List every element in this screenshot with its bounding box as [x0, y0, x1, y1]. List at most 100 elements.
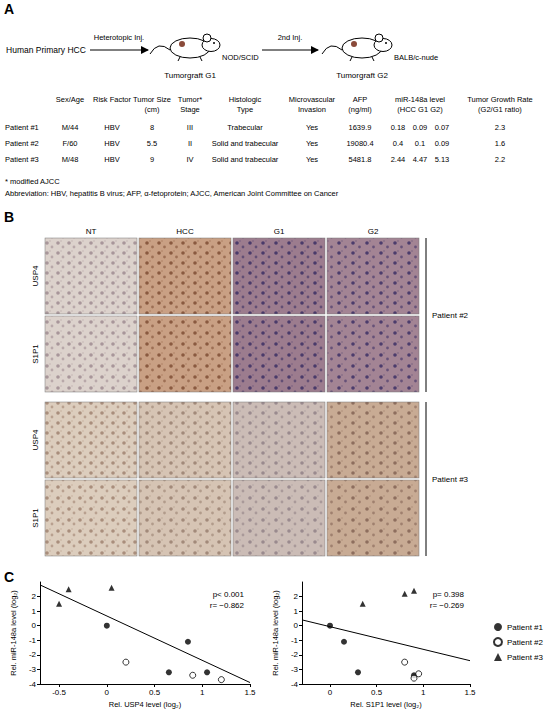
svg-text:C: C: [4, 569, 14, 585]
svg-text:-4: -4: [291, 680, 299, 689]
svg-text:IV: IV: [186, 155, 193, 164]
svg-text:HBV: HBV: [104, 123, 119, 132]
svg-text:8: 8: [150, 123, 154, 132]
svg-text:-1: -1: [29, 636, 37, 645]
svg-text:M/48: M/48: [62, 155, 79, 164]
svg-text:5.5: 5.5: [147, 139, 157, 148]
svg-text:Tumorgraft G1: Tumorgraft G1: [164, 71, 216, 80]
svg-text:Trabecular: Trabecular: [227, 123, 263, 132]
svg-text:Patient #2: Patient #2: [507, 638, 544, 647]
svg-text:Tumor Growth Rate: Tumor Growth Rate: [467, 95, 533, 104]
svg-text:Yes: Yes: [306, 155, 318, 164]
svg-text:S1P1: S1P1: [31, 508, 40, 528]
svg-text:1: 1: [294, 607, 299, 616]
svg-text:Rel. miR-148a level (log₂): Rel. miR-148a level (log₂): [271, 590, 280, 676]
svg-text:-2: -2: [29, 650, 37, 659]
svg-text:II: II: [188, 139, 192, 148]
svg-text:1.6: 1.6: [495, 139, 505, 148]
svg-text:-3: -3: [29, 665, 37, 674]
svg-text:1: 1: [32, 607, 37, 616]
svg-text:Sex/Age: Sex/Age: [56, 95, 84, 104]
svg-text:1: 1: [200, 688, 205, 697]
svg-text:Risk Factor: Risk Factor: [93, 95, 131, 104]
svg-text:miR-148a level: miR-148a level: [395, 95, 445, 104]
svg-text:Solid and trabecular: Solid and trabecular: [212, 155, 279, 164]
svg-text:Yes: Yes: [306, 123, 318, 132]
svg-text:-4: -4: [29, 680, 37, 689]
svg-text:-3: -3: [291, 665, 299, 674]
svg-text:0: 0: [105, 688, 110, 697]
svg-text:G2: G2: [368, 227, 379, 236]
svg-text:Patient #2: Patient #2: [5, 139, 39, 148]
svg-text:2.44: 2.44: [391, 155, 406, 164]
svg-text:Patient #3: Patient #3: [507, 653, 544, 662]
svg-text:Tumorgraft G2: Tumorgraft G2: [336, 71, 388, 80]
svg-text:Rel. USP4 level (log₂): Rel. USP4 level (log₂): [109, 700, 182, 709]
svg-text:1: 1: [421, 688, 426, 697]
svg-text:A: A: [4, 1, 14, 17]
svg-text:Tumor Size: Tumor Size: [133, 95, 171, 104]
svg-text:NOD/SCID: NOD/SCID: [222, 53, 259, 62]
svg-text:BALB/c-nude: BALB/c-nude: [394, 53, 438, 62]
svg-text:B: B: [4, 209, 14, 225]
svg-text:1639.9: 1639.9: [349, 123, 372, 132]
svg-text:Microvascular: Microvascular: [289, 95, 336, 104]
svg-text:0.5: 0.5: [149, 688, 161, 697]
svg-text:0.18: 0.18: [391, 123, 406, 132]
svg-text:0.09: 0.09: [413, 123, 428, 132]
svg-text:0: 0: [294, 621, 299, 630]
svg-text:Rel. S1P1 level (log₂): Rel. S1P1 level (log₂): [350, 700, 422, 709]
svg-text:19080.4: 19080.4: [346, 139, 373, 148]
svg-text:Type: Type: [237, 105, 253, 114]
svg-text:S1P1: S1P1: [31, 344, 40, 364]
svg-text:USP4: USP4: [31, 265, 40, 286]
svg-text:0.4: 0.4: [393, 139, 403, 148]
svg-text:0.09: 0.09: [435, 139, 450, 148]
svg-text:Patient #1: Patient #1: [5, 123, 39, 132]
svg-text:2.3: 2.3: [495, 123, 505, 132]
svg-text:r= −0.269: r= −0.269: [430, 601, 465, 610]
svg-text:M/44: M/44: [62, 123, 79, 132]
svg-text:5.13: 5.13: [435, 155, 450, 164]
svg-text:Patient #3: Patient #3: [432, 475, 469, 484]
svg-text:5481.8: 5481.8: [349, 155, 372, 164]
svg-text:HBV: HBV: [104, 155, 119, 164]
svg-text:Abbreviation: HBV, hepatitis B: Abbreviation: HBV, hepatitis B virus; AF…: [5, 189, 339, 198]
svg-text:Patient #3: Patient #3: [5, 155, 39, 164]
svg-text:NT: NT: [86, 227, 97, 236]
svg-text:-2: -2: [291, 650, 299, 659]
svg-text:-1: -1: [291, 636, 299, 645]
svg-text:Heterotopic Inj.: Heterotopic Inj.: [94, 33, 144, 42]
svg-text:-0.5: -0.5: [52, 688, 66, 697]
svg-text:HBV: HBV: [104, 139, 119, 148]
svg-text:Yes: Yes: [306, 139, 318, 148]
svg-text:USP4: USP4: [31, 429, 40, 450]
svg-text:2.2: 2.2: [495, 155, 505, 164]
svg-text:G1: G1: [274, 227, 285, 236]
svg-text:Rel. miR-148a level (log₂): Rel. miR-148a level (log₂): [9, 590, 18, 676]
svg-text:0.5: 0.5: [371, 688, 383, 697]
svg-text:Tumor*: Tumor*: [178, 95, 202, 104]
svg-text:* modified AJCC: * modified AJCC: [5, 177, 60, 186]
svg-text:0: 0: [328, 688, 333, 697]
svg-text:F/60: F/60: [62, 139, 77, 148]
svg-text:4.47: 4.47: [413, 155, 428, 164]
svg-text:Invasion: Invasion: [298, 105, 326, 114]
svg-text:Histologic: Histologic: [229, 95, 262, 104]
svg-text:HCC: HCC: [176, 227, 194, 236]
svg-text:(cm): (cm): [145, 105, 160, 114]
svg-text:0: 0: [32, 621, 37, 630]
svg-text:0.1: 0.1: [415, 139, 425, 148]
svg-text:r= −0.862: r= −0.862: [210, 601, 245, 610]
svg-text:Stage: Stage: [180, 105, 200, 114]
svg-text:2nd Inj.: 2nd Inj.: [278, 33, 303, 42]
svg-text:Human Primary HCC: Human Primary HCC: [6, 45, 86, 55]
svg-text:Solid and trabecular: Solid and trabecular: [212, 139, 279, 148]
svg-text:1.5: 1.5: [464, 688, 476, 697]
svg-text:(HCC G1 G2): (HCC G1 G2): [397, 105, 443, 114]
svg-text:Patient #1: Patient #1: [507, 623, 544, 632]
svg-text:(ng/ml): (ng/ml): [348, 105, 372, 114]
svg-text:2: 2: [32, 592, 37, 601]
svg-text:p< 0.001: p< 0.001: [213, 590, 245, 599]
svg-text:AFP: AFP: [353, 95, 368, 104]
